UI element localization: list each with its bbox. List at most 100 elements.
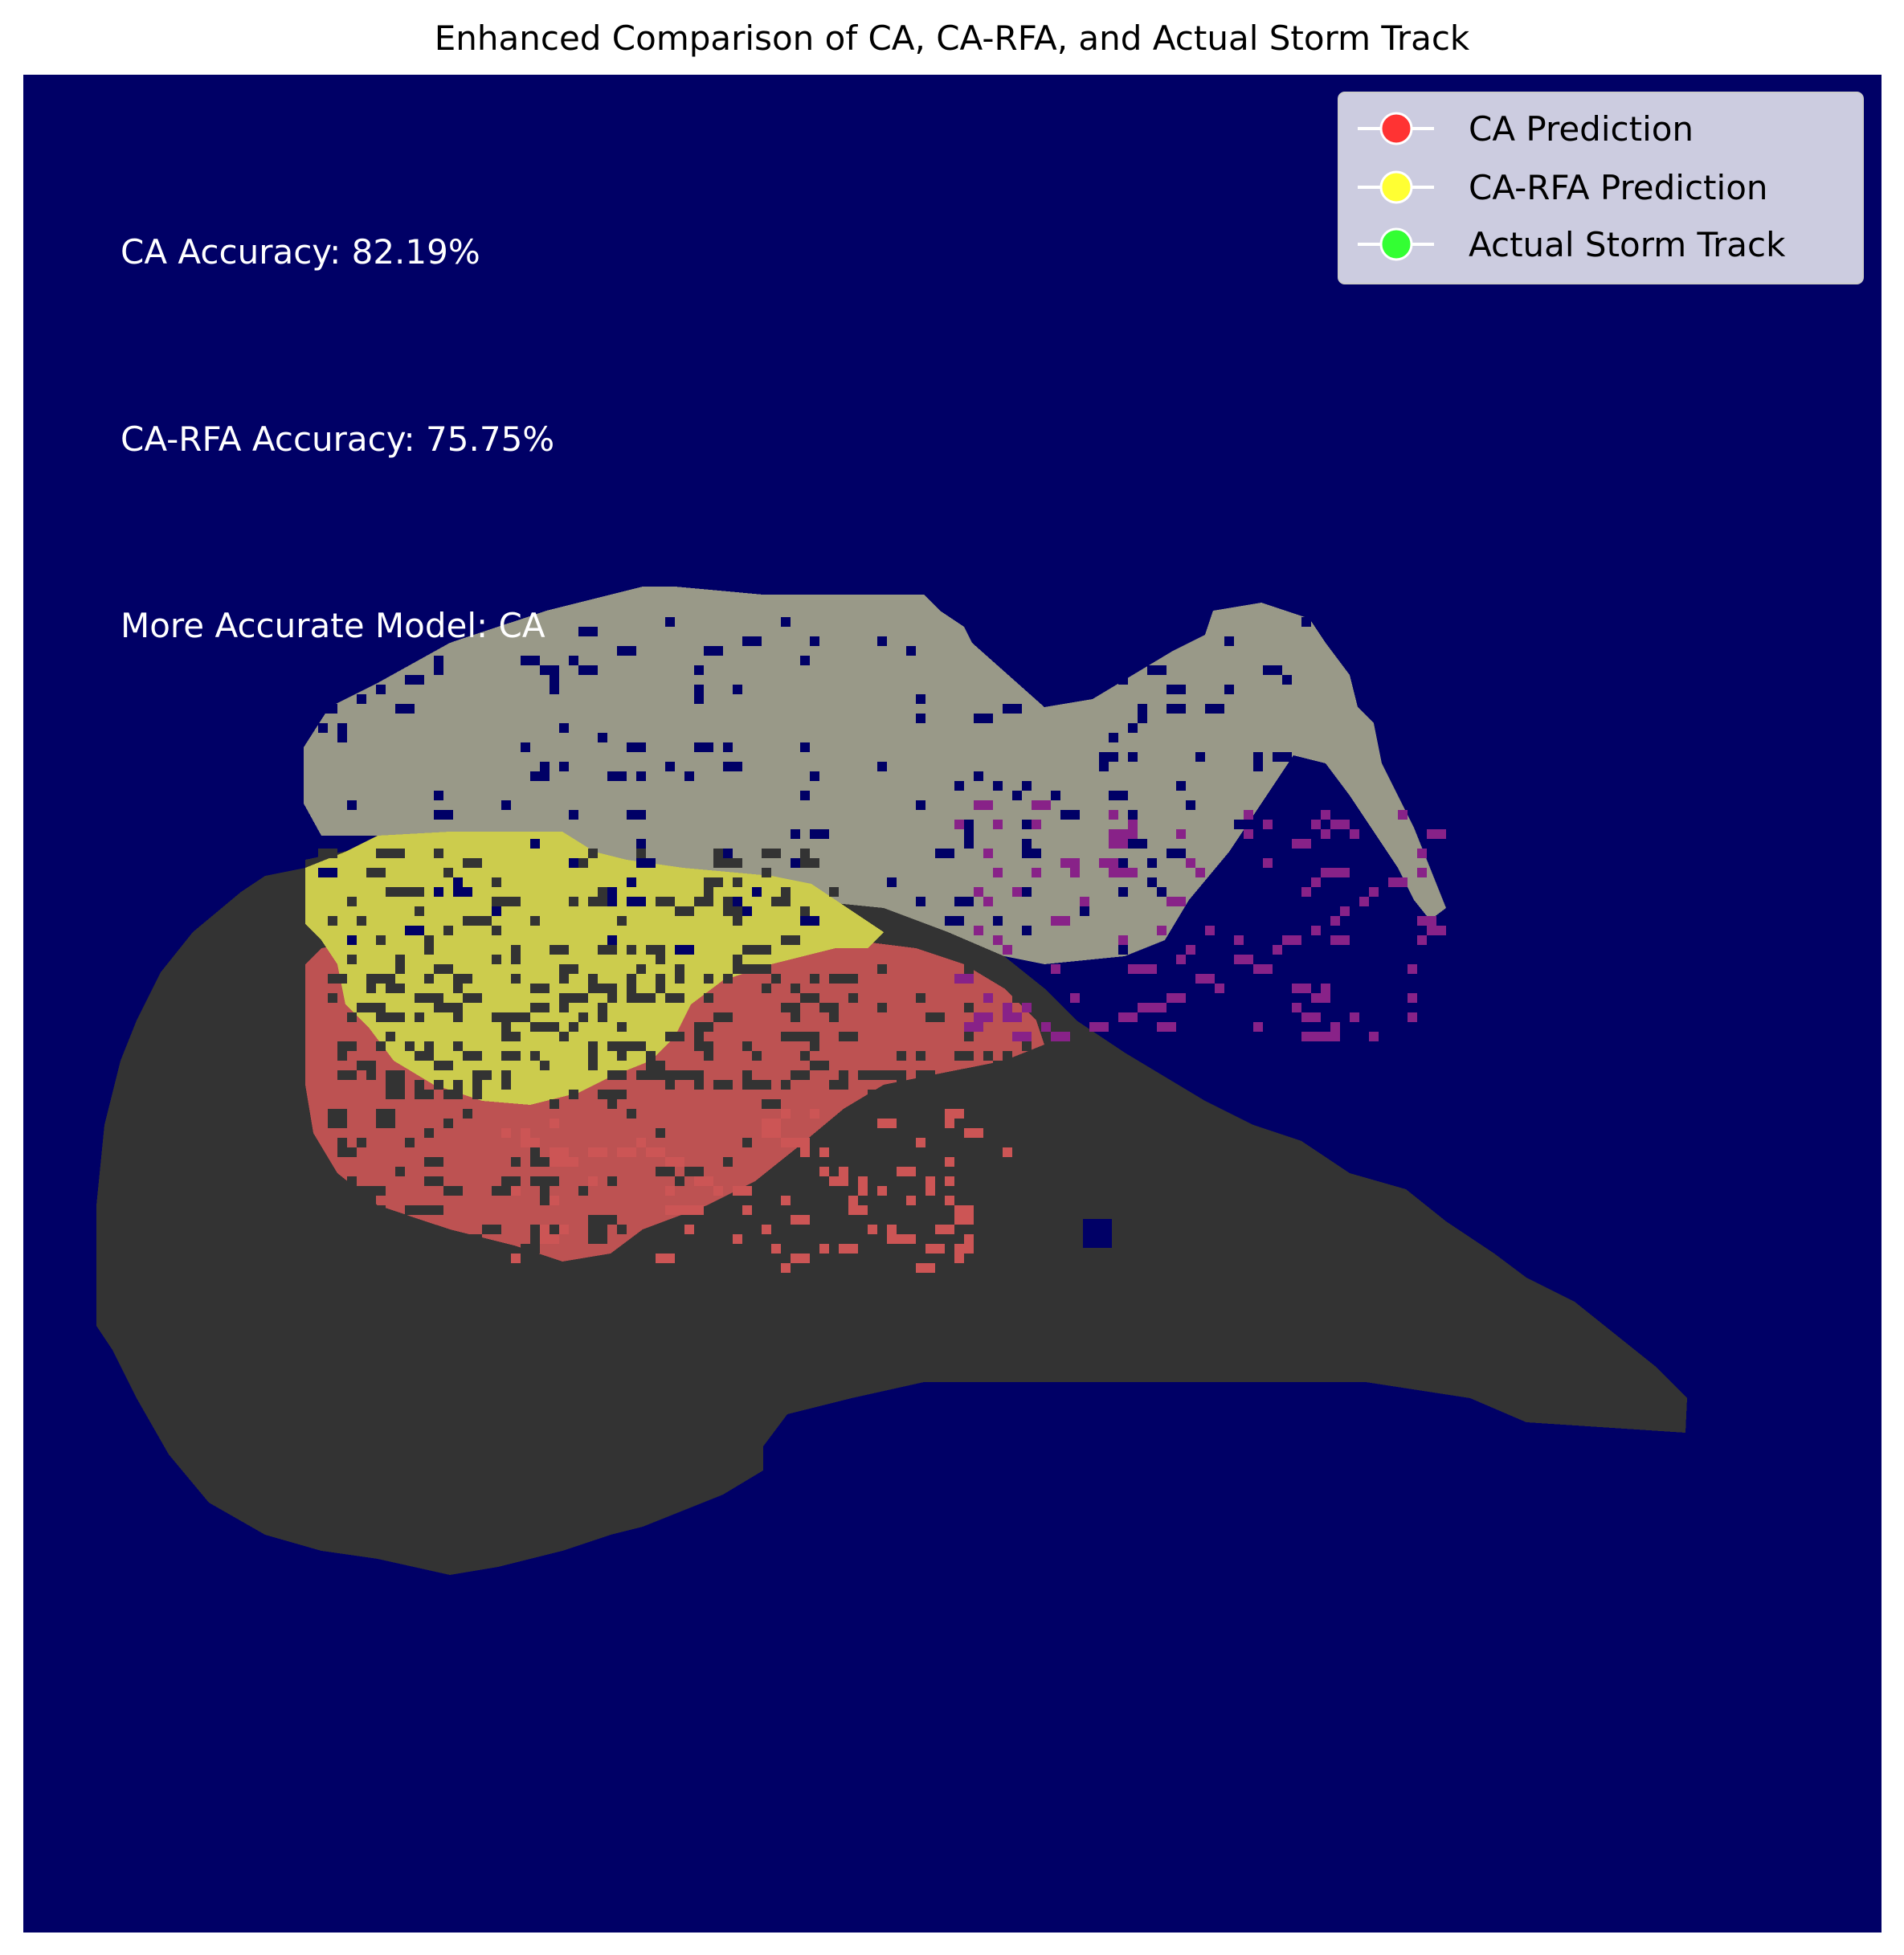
ca-red-cell — [791, 1138, 810, 1147]
stray-purple-cell — [1321, 829, 1330, 839]
ca-dark-cell — [675, 1254, 684, 1263]
storm-track-gap — [1083, 1219, 1112, 1248]
ca-dark-cell — [897, 1080, 906, 1090]
stray-purple-cell — [1118, 935, 1128, 945]
track-gap-cell — [1292, 771, 1301, 781]
stray-purple-cell — [1118, 829, 1128, 839]
ca-dark-cell — [713, 1080, 723, 1090]
prediction-dark-cell — [415, 1012, 424, 1022]
track-gap-cell — [337, 733, 347, 742]
prediction-dark-cell — [598, 887, 607, 897]
stray-purple-cell — [1012, 887, 1022, 897]
ca-red-cell — [656, 1254, 675, 1263]
ca-red-cell — [521, 1138, 540, 1147]
track-gap-cell — [694, 685, 704, 694]
track-gap-cell — [1321, 839, 1330, 849]
track-gap-cell — [1099, 617, 1118, 627]
ca-dark-cell — [405, 1225, 415, 1234]
stray-purple-cell — [974, 887, 983, 897]
prediction-dark-cell — [627, 984, 636, 993]
stray-purple-cell — [1186, 945, 1195, 955]
ca-red-cell — [762, 1128, 781, 1138]
ca-red-cell — [694, 1176, 713, 1186]
track-gap-cell — [521, 742, 530, 752]
track-gap-cell — [636, 897, 646, 906]
ca-dark-cell — [819, 1215, 829, 1225]
stray-purple-cell — [1301, 1032, 1321, 1041]
ca-red-cell — [887, 1234, 906, 1244]
track-gap-cell — [636, 839, 646, 849]
prediction-dark-cell — [463, 916, 472, 926]
track-gap-cell — [964, 829, 974, 839]
ca-dark-cell — [453, 1012, 463, 1022]
ca-red-cell — [925, 1176, 935, 1186]
track-gap-cell — [1138, 704, 1147, 714]
ca-dark-cell — [1003, 1051, 1012, 1061]
track-gap-cell — [1080, 906, 1089, 916]
ca-red-cell — [559, 1225, 569, 1234]
ca-dark-cell — [511, 974, 521, 984]
prediction-dark-cell — [588, 1051, 598, 1061]
track-gap-cell — [1253, 752, 1263, 762]
ca-dark-cell — [578, 1186, 588, 1196]
ca-red-cell — [588, 1176, 598, 1186]
stray-purple-cell — [1321, 810, 1330, 820]
ca-dark-cell — [530, 1176, 540, 1186]
ca-dark-cell — [530, 1225, 540, 1234]
ca-dark-cell — [501, 1080, 511, 1090]
ca-dark-cell — [752, 1051, 762, 1061]
prediction-dark-cell — [791, 1012, 800, 1022]
ca-dark-cell — [1022, 1041, 1032, 1051]
ca-dark-cell — [366, 1003, 376, 1012]
track-gap-cell — [1282, 675, 1292, 685]
ca-rfa-accuracy-annotation: CA-RFA Accuracy: 75.75% — [121, 419, 554, 459]
ca-dark-cell — [376, 1119, 395, 1128]
prediction-dark-cell — [791, 1032, 800, 1041]
prediction-dark-cell — [694, 897, 713, 906]
ca-dark-cell — [540, 1022, 559, 1032]
ca-red-cell — [945, 1176, 954, 1186]
track-gap-cell — [916, 694, 925, 704]
ca-dark-cell — [530, 1244, 540, 1254]
ca-dark-cell — [1003, 1061, 1022, 1070]
track-gap-cell — [627, 742, 636, 752]
prediction-dark-cell — [762, 868, 771, 877]
ca-dark-cell — [386, 1080, 405, 1090]
ca-dark-cell — [791, 1234, 810, 1244]
stray-purple-cell — [1128, 820, 1138, 829]
stray-purple-cell — [1080, 897, 1089, 906]
prediction-dark-cell — [781, 1032, 791, 1041]
stray-purple-cell — [1003, 1012, 1022, 1022]
ca-dark-cell — [964, 1003, 974, 1012]
track-gap-cell — [1022, 781, 1032, 791]
ca-dark-cell — [530, 1234, 540, 1244]
stray-purple-cell — [1003, 945, 1012, 955]
stray-purple-cell — [1118, 1012, 1128, 1022]
ca-red-cell — [511, 1254, 521, 1263]
track-gap-cell — [1224, 636, 1234, 646]
stray-purple-cell — [1311, 877, 1321, 887]
track-gap-cell — [1109, 791, 1128, 800]
track-gap-cell — [318, 646, 328, 656]
track-gap-cell — [318, 704, 337, 714]
prediction-dark-cell — [328, 993, 337, 1003]
ca-dark-cell — [405, 1138, 415, 1147]
ca-dark-cell — [646, 1051, 656, 1061]
ca-dark-cell — [472, 1090, 482, 1099]
stray-purple-cell — [1427, 829, 1436, 839]
ca-dark-cell — [771, 974, 781, 984]
stray-purple-cell — [1330, 935, 1350, 945]
stray-purple-cell — [1138, 1003, 1157, 1012]
prediction-dark-cell — [540, 1061, 550, 1070]
ca-dark-cell — [791, 984, 800, 993]
stray-purple-cell — [993, 820, 1003, 829]
prediction-dark-cell — [791, 1003, 800, 1012]
ca-dark-cell — [540, 1196, 550, 1205]
stray-purple-cell — [1128, 964, 1138, 974]
prediction-dark-cell — [829, 887, 839, 897]
stray-purple-cell — [1427, 926, 1446, 935]
ca-red-cell — [819, 1167, 829, 1176]
ca-red-cell — [550, 1157, 569, 1167]
ca-dark-cell — [443, 1119, 453, 1128]
prediction-dark-cell — [443, 868, 453, 877]
